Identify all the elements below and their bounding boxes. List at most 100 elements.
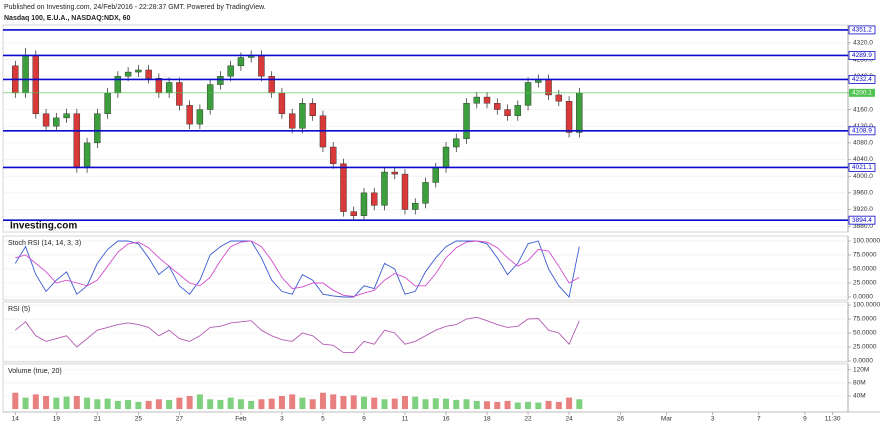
x-tick-label: 9 (803, 416, 807, 423)
volume-bar (309, 399, 316, 410)
volume-bar (125, 399, 132, 410)
candle-body (422, 182, 429, 204)
y-tick-label: 0.0000 (853, 294, 873, 301)
x-tick-label: Mar (661, 416, 673, 423)
volume-bar (525, 401, 532, 410)
candle-body (401, 173, 409, 210)
candle-body (371, 192, 378, 206)
indicator-line (14, 240, 580, 298)
volume-bar (73, 396, 80, 410)
y-tick-label: 4040.0 (853, 156, 873, 163)
volume-bar (545, 400, 552, 410)
volume-bar (248, 400, 255, 410)
volume-bar (422, 399, 429, 410)
volume-bar (504, 400, 511, 410)
volume-bar (237, 399, 244, 410)
x-tick-label: 18 (483, 416, 491, 423)
x-tick-label: 26 (617, 416, 625, 423)
level-label: 4021.1 (852, 164, 872, 171)
volume-bar (258, 399, 265, 410)
candle-body (463, 103, 470, 139)
panel-title: Volume (true, 20) (8, 368, 62, 375)
candle-body (217, 76, 224, 85)
candle-body (442, 146, 450, 169)
level-label-box (848, 25, 876, 35)
candle-body (186, 105, 193, 125)
level-label-box (848, 126, 876, 136)
volume-bar (227, 397, 234, 410)
candle-body (94, 113, 101, 144)
candle-body (473, 96, 480, 104)
volume-bar (207, 399, 214, 410)
level-label-box (848, 163, 876, 172)
x-tick-label: 9 (362, 416, 366, 423)
volume-bar (217, 399, 224, 410)
y-tick-label: 100.0000 (853, 302, 880, 309)
y-tick-label: 120M (853, 367, 869, 374)
candle-body (42, 113, 50, 127)
x-tick-label: 16 (442, 416, 450, 423)
x-tick-label: 21 (94, 416, 102, 423)
x-tick-label: 3 (711, 416, 715, 423)
volume-bar (135, 401, 142, 410)
x-tick-label: 27 (176, 416, 184, 423)
volume-bar (12, 392, 19, 410)
candle-body (514, 105, 521, 116)
volume-bar (494, 401, 501, 410)
volume-bar (299, 397, 306, 410)
panel-frame (2, 235, 849, 301)
volume-bar (453, 399, 460, 410)
logo: Investing.com (10, 221, 77, 232)
volume-bar (360, 396, 367, 410)
x-tick-label: 5 (321, 416, 325, 423)
candle-body (165, 82, 173, 94)
volume-bar (443, 398, 450, 410)
volume-bar (268, 398, 275, 410)
candle-body (391, 171, 398, 175)
x-tick-label: 11 (402, 416, 409, 423)
volume-bar (381, 399, 388, 410)
x-tick-label: 24 (565, 416, 573, 423)
x-tick-label: 22 (524, 416, 532, 423)
volume-bar (32, 394, 39, 410)
candle-body (227, 65, 234, 77)
volume-bar (94, 399, 101, 410)
candle-body (288, 113, 296, 129)
volume-bar (43, 396, 50, 410)
x-tick-label: Feb (235, 416, 247, 423)
candle-body (524, 82, 532, 106)
candle-body (53, 117, 60, 127)
y-tick-label: 50.0000 (853, 330, 877, 337)
y-tick-label: 80M (853, 380, 866, 387)
candle-body (176, 82, 183, 106)
level-label: 4232.4 (852, 76, 872, 83)
volume-bar (53, 397, 60, 410)
candle-body (483, 96, 491, 104)
panel-title: Stoch RSI (14, 14, 3, 3) (8, 240, 81, 247)
volume-bar (319, 392, 326, 410)
candle-body (73, 113, 81, 169)
indicator-line (15, 316, 580, 354)
candle-body (576, 92, 583, 133)
volume-bar (463, 399, 470, 410)
candle-body (494, 103, 501, 110)
volume-bar (278, 396, 285, 410)
volume-bar (22, 397, 29, 410)
volume-bar (535, 402, 542, 410)
y-tick-label: 75.0000 (853, 316, 877, 323)
candle-body (381, 171, 388, 206)
candle-body (124, 71, 132, 77)
volume-bar (330, 394, 337, 410)
candle-body (32, 55, 40, 114)
x-tick-label: 11:30 (825, 416, 841, 423)
level-label-box (848, 74, 876, 84)
volume-bar (196, 394, 203, 410)
candle-body (432, 167, 439, 183)
y-tick-label: 3920.0 (853, 206, 873, 213)
x-tick-label: 7 (757, 416, 761, 423)
volume-bar (473, 400, 480, 410)
candle-body (299, 103, 306, 129)
volume-bar (350, 395, 357, 410)
volume-bar (566, 397, 573, 410)
last-price-label: 4200.1 (852, 90, 872, 97)
